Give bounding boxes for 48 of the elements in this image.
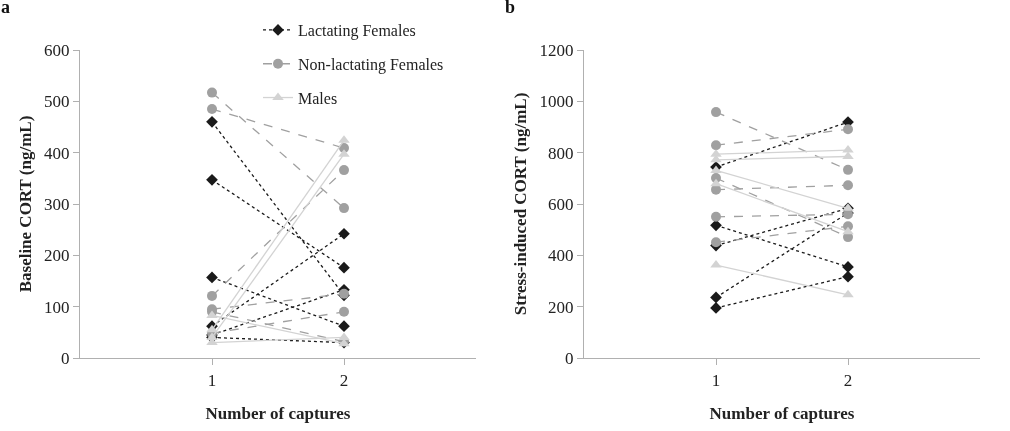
y-tick-label: 1200 — [539, 40, 574, 60]
legend-label: Males — [298, 89, 338, 107]
x-tick-label: 2 — [843, 370, 853, 390]
point — [338, 227, 350, 240]
point — [339, 203, 349, 214]
y-tick-label: 0 — [60, 348, 70, 368]
y-tick-label: 200 — [43, 246, 70, 266]
point — [338, 261, 350, 274]
point — [207, 87, 217, 98]
chart-title: a — [1, 0, 10, 17]
legend-label: Non-lactating Females — [298, 55, 444, 74]
y-axis-title: Baseline CORT (ng/mL) — [15, 115, 35, 293]
y-tick-label: 600 — [43, 40, 70, 60]
point — [207, 290, 217, 301]
y-tick-label: 500 — [43, 92, 70, 112]
point — [711, 140, 721, 151]
y-tick-label: 600 — [547, 194, 574, 214]
point — [339, 306, 349, 317]
point — [206, 116, 218, 128]
point — [711, 237, 721, 248]
y-tick-label: 200 — [547, 297, 574, 317]
point — [843, 180, 853, 191]
y-tick-label: 300 — [43, 194, 70, 214]
point — [338, 320, 350, 333]
y-tick-label: 1000 — [539, 92, 574, 112]
y-tick-label: 400 — [43, 143, 70, 163]
point — [206, 271, 218, 284]
x-tick-label: 1 — [711, 370, 721, 390]
y-tick-label: 800 — [547, 143, 574, 163]
x-tick-label: 2 — [339, 370, 349, 390]
y-axis-title: Stress-induced CORT (ng/mL) — [511, 92, 530, 316]
chart-title: b — [505, 0, 516, 17]
point — [711, 107, 721, 118]
x-axis-title: Number of captures — [709, 403, 855, 423]
y-tick-label: 400 — [547, 246, 574, 266]
point — [206, 174, 218, 186]
point — [842, 270, 854, 283]
point — [843, 164, 853, 175]
y-tick-label: 100 — [43, 297, 70, 317]
point — [339, 165, 349, 176]
x-axis-title: Number of captures — [205, 403, 351, 423]
y-tick-label: 0 — [564, 348, 574, 368]
legend-label: Lactating Females — [298, 22, 416, 41]
point — [711, 211, 721, 222]
point — [207, 104, 217, 115]
point — [710, 291, 722, 304]
point — [843, 124, 853, 135]
x-tick-label: 1 — [207, 370, 217, 390]
